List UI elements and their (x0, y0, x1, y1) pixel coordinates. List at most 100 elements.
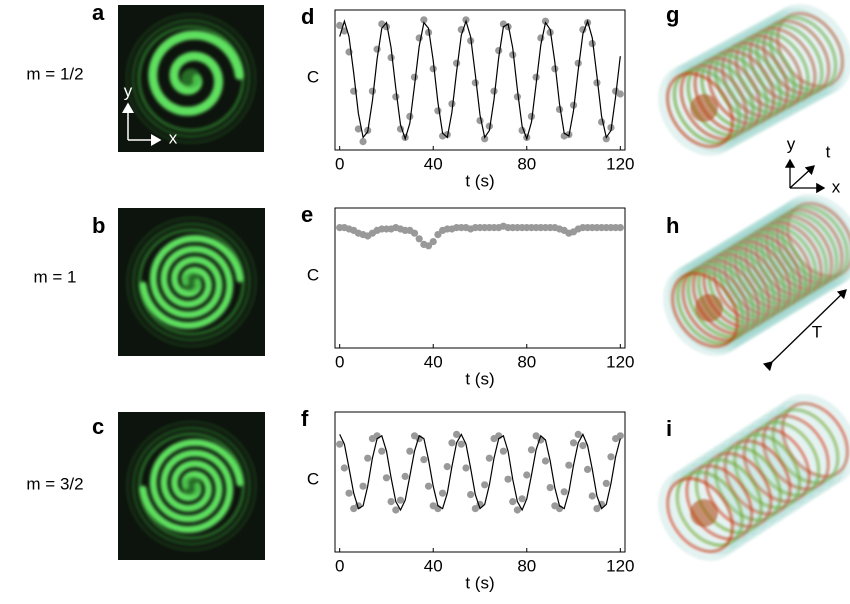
spiral-image (118, 208, 265, 356)
data-point (616, 90, 624, 98)
x-tick-label: 120 (606, 556, 634, 575)
data-point (527, 446, 536, 454)
layer (670, 271, 740, 349)
volumes (658, 4, 850, 561)
ring (138, 432, 245, 540)
data-point (420, 456, 428, 464)
data-point (406, 112, 414, 120)
data-point (368, 87, 377, 95)
panel-label: e (301, 202, 313, 227)
data-point (420, 16, 428, 24)
data-point (443, 463, 451, 471)
m-label: m = 1/2 (26, 64, 83, 83)
data-point (396, 496, 405, 504)
data-point (518, 495, 526, 503)
data-point (453, 59, 461, 67)
panel-label: a (92, 0, 105, 25)
data-point (532, 432, 540, 440)
data-point (593, 79, 601, 87)
ring (126, 13, 256, 144)
data-point (387, 54, 395, 62)
front-core (690, 499, 718, 527)
data-point (583, 465, 592, 473)
core (181, 272, 202, 292)
volume-render (658, 4, 850, 156)
data-point (551, 65, 559, 73)
panel-label: f (301, 406, 309, 431)
spiral-arm (139, 245, 234, 330)
data-point (345, 489, 353, 497)
plot-frame (334, 411, 626, 553)
x-tick-label: 120 (606, 154, 634, 173)
axis-arrow (789, 165, 815, 189)
axis-label: y (124, 81, 133, 100)
length-label: T (812, 322, 822, 341)
spiral-arm (139, 449, 234, 534)
x-tick-label: 120 (606, 352, 634, 371)
data-point (415, 235, 423, 243)
spiral-image (118, 5, 264, 152)
front-core (695, 294, 723, 322)
y-axis-label: C (307, 67, 319, 86)
data-line (339, 433, 621, 512)
x-tick-label: 40 (424, 352, 443, 371)
data-point (448, 439, 456, 447)
data-point (453, 430, 461, 438)
panel-label: c (92, 414, 104, 439)
ring (138, 228, 245, 336)
axis-label: t (826, 142, 831, 161)
front-core (690, 94, 718, 122)
layer (665, 71, 735, 149)
ring (132, 426, 251, 546)
ring (126, 217, 257, 347)
data-point (434, 231, 442, 239)
shell (663, 264, 747, 356)
data-point (340, 464, 348, 472)
x-axis-label: t (s) (465, 369, 494, 388)
data-point (401, 472, 409, 480)
panel-label: b (92, 213, 105, 238)
data-point (602, 479, 610, 487)
data-point (481, 135, 489, 143)
axis-label: x (832, 177, 841, 196)
data-point (429, 238, 437, 246)
data-point (579, 442, 587, 450)
data-point (359, 482, 367, 490)
shell (658, 469, 742, 561)
panel-label: h (666, 213, 679, 238)
panel-label: d (301, 4, 314, 29)
layer (665, 476, 735, 554)
axis-label: y (787, 134, 796, 153)
data-point (438, 489, 447, 497)
data-point (481, 481, 489, 489)
data-point (509, 51, 517, 59)
data-point (392, 93, 400, 101)
data-point (429, 65, 437, 73)
data-point (485, 454, 493, 462)
data-point (499, 447, 507, 455)
panel-label: g (666, 2, 679, 27)
x-tick-label: 0 (335, 556, 344, 575)
data-point (434, 107, 442, 115)
data-point (359, 138, 367, 146)
data-point (598, 118, 606, 126)
data-point (424, 482, 433, 490)
data-point (555, 105, 564, 113)
data-point (565, 461, 573, 469)
x-tick-label: 40 (424, 154, 443, 173)
plot-frame (334, 207, 626, 349)
data-point (387, 498, 395, 506)
data-point (513, 93, 522, 101)
shell (658, 64, 742, 156)
data-point (467, 491, 475, 499)
data-point (574, 430, 582, 438)
data-point (471, 505, 479, 513)
x-tick-label: 80 (517, 352, 536, 371)
data-point (382, 474, 391, 482)
data-point (410, 73, 419, 81)
x-tick-label: 80 (517, 154, 536, 173)
data-point (593, 505, 601, 513)
x-tick-label: 0 (335, 352, 344, 371)
data-point (509, 498, 517, 506)
data-point (504, 475, 512, 483)
